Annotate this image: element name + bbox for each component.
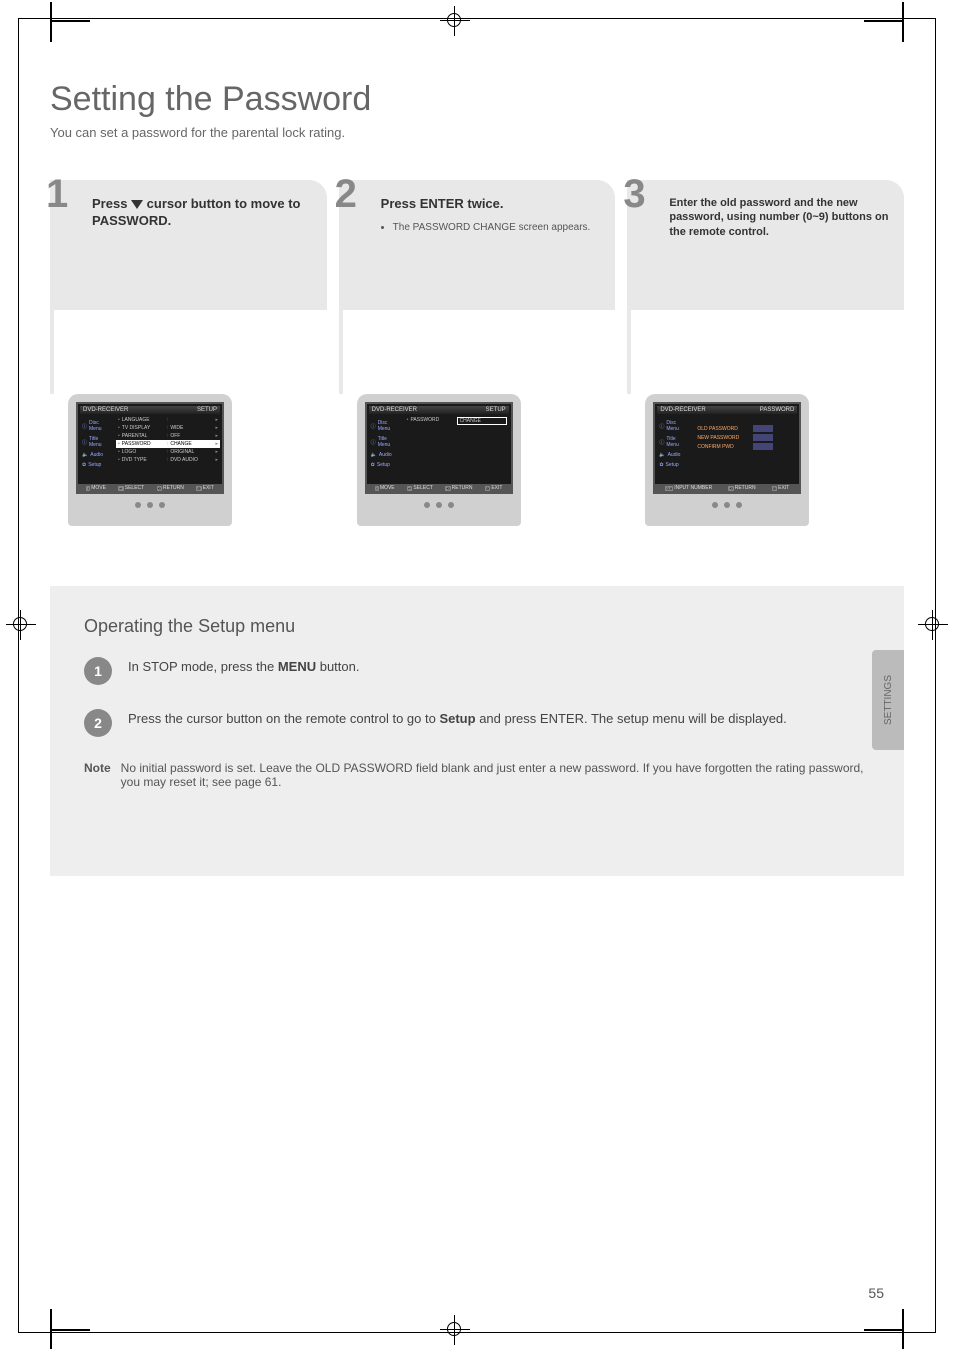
tv-menu-row: •PASSWORD:CHANGE▸ xyxy=(116,440,220,448)
tv-footer-key: ↕MOVE xyxy=(86,485,106,491)
page-subtitle: You can set a password for the parental … xyxy=(50,125,904,140)
tv-sidebar: ⓘDisc Menu ⓘTitle Menu 🔈Audio ✿Setup xyxy=(80,418,114,470)
gear-icon: ✿ xyxy=(371,462,375,468)
info-step-number: 1 xyxy=(84,657,112,685)
gear-icon: ✿ xyxy=(82,462,86,468)
page-title: Setting the Password xyxy=(50,80,904,119)
tv-footer-key: ⊘EXIT xyxy=(196,485,213,491)
step-body: The PASSWORD CHANGE screen appears. xyxy=(381,221,602,235)
tv-footer-key: 0-9INPUT NUMBER xyxy=(665,485,712,491)
tv-screenshot-3: DVD-RECEIVERPASSWORD ⓘDisc Menu ⓘTitle M… xyxy=(645,394,809,526)
step-number: 1 xyxy=(46,172,68,217)
info-title: Operating the Setup menu xyxy=(84,616,870,637)
tv-menu-row: •LOGO:ORIGINAL▸ xyxy=(116,448,220,456)
tv-screenshot-2: DVD-RECEIVERSETUP ⓘDisc Menu ⓘTitle Menu… xyxy=(357,394,521,526)
side-thumb-tab: SETTINGS xyxy=(872,650,904,750)
speaker-icon: 🔈 xyxy=(371,452,377,458)
info-icon: ⓘ xyxy=(371,439,376,446)
info-icon: ⓘ xyxy=(659,439,664,446)
step-number: 3 xyxy=(623,172,645,217)
tv-menu-row: •LANGUAGE:▸ xyxy=(116,416,220,424)
down-cursor-icon xyxy=(131,200,143,209)
step-heading: Press ENTER twice. xyxy=(381,196,602,213)
page-number: 55 xyxy=(868,1285,884,1301)
info-panel: Operating the Setup menu 1 In STOP mode,… xyxy=(50,586,904,876)
tv-menu-row: •DVD TYPE:DVD AUDIO▸ xyxy=(116,456,220,464)
tv-menu-row: •PASSWORDCHANGE xyxy=(405,416,509,426)
tv-footer-key: ⊘EXIT xyxy=(772,485,789,491)
tv-footer-key: ↵SELECT xyxy=(407,485,433,491)
speaker-icon: 🔈 xyxy=(82,452,88,458)
info-icon: ⓘ xyxy=(82,439,87,446)
note: Note No initial password is set. Leave t… xyxy=(84,761,870,789)
tv-footer-key: ⟲RETURN xyxy=(157,485,184,491)
step-2: 2 Press ENTER twice. The PASSWORD CHANGE… xyxy=(339,180,616,526)
info-row: 2 Press the cursor button on the remote … xyxy=(84,709,870,737)
info-icon: ⓘ xyxy=(659,423,664,430)
info-row: 1 In STOP mode, press the MENU button. xyxy=(84,657,870,685)
tv-screenshot-1: DVD-RECEIVERSETUP ⓘDisc Menu ⓘTitle Menu… xyxy=(68,394,232,526)
tv-menu-row: •TV DISPLAY:WIDE▸ xyxy=(116,424,220,432)
tv-menu-row: •PARENTAL:OFF▸ xyxy=(116,432,220,440)
step-heading: Enter the old password and the new passw… xyxy=(669,196,890,239)
info-step-number: 2 xyxy=(84,709,112,737)
step-3: 3 Enter the old password and the new pas… xyxy=(627,180,904,526)
tv-footer-key: ↵SELECT xyxy=(118,485,144,491)
tv-footer-key: ↕MOVE xyxy=(375,485,395,491)
tv-footer-key: ⟲RETURN xyxy=(728,485,755,491)
tv-menu-list: •LANGUAGE:▸•TV DISPLAY:WIDE▸•PARENTAL:OF… xyxy=(116,416,220,464)
step-heading: Press cursor button to move to PASSWORD. xyxy=(92,196,313,230)
tv-footer-key: ⊘EXIT xyxy=(485,485,502,491)
step-row: 1 Press cursor button to move to PASSWOR… xyxy=(50,180,904,526)
info-icon: ⓘ xyxy=(82,423,87,430)
step-number: 2 xyxy=(335,172,357,217)
gear-icon: ✿ xyxy=(659,462,663,468)
tv-password-row: NEW PASSWORD xyxy=(695,433,797,442)
step-1: 1 Press cursor button to move to PASSWOR… xyxy=(50,180,327,526)
tv-footer-key: ⟲RETURN xyxy=(445,485,472,491)
speaker-icon: 🔈 xyxy=(659,452,665,458)
tv-password-row: OLD PASSWORD xyxy=(695,424,797,433)
info-icon: ⓘ xyxy=(371,423,376,430)
tv-password-row: CONFIRM PWD xyxy=(695,442,797,451)
